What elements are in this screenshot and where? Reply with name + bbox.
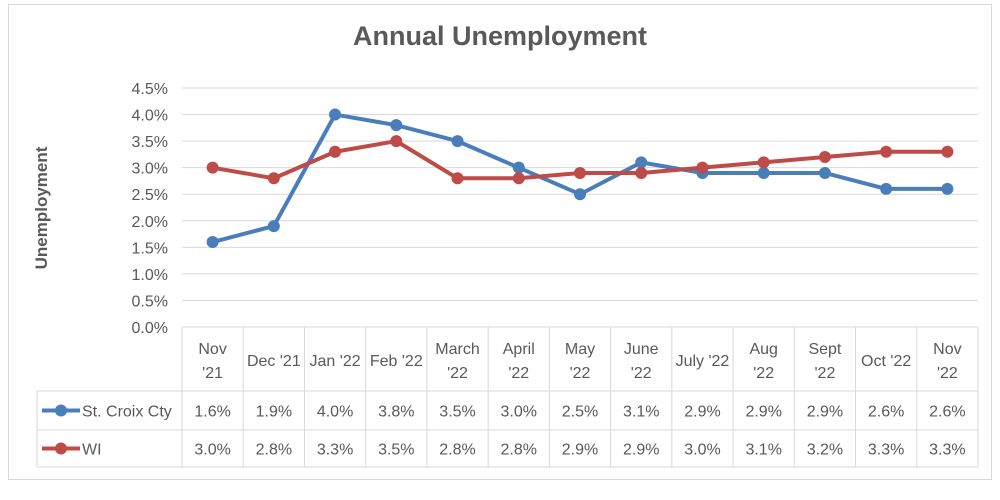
chart-frame <box>8 4 992 480</box>
x-category-label: '22 <box>937 365 958 382</box>
legend-label: St. Croix Cty <box>82 404 172 421</box>
table-cell-value: 1.6% <box>194 404 230 421</box>
table-cell-value: 3.1% <box>745 442 781 459</box>
x-category-label: '22 <box>508 365 529 382</box>
table-cell-value: 3.3% <box>929 442 965 459</box>
table-cell-value: 1.9% <box>256 404 292 421</box>
data-point <box>757 166 770 179</box>
table-cell-value: 2.6% <box>868 404 904 421</box>
y-tick-label: 3.5% <box>132 134 168 151</box>
legend-marker <box>55 442 67 455</box>
table-cell-value: 3.8% <box>378 404 414 421</box>
x-category-label: '22 <box>753 365 774 382</box>
x-category-label: '22 <box>631 365 652 382</box>
table-cell-value: 2.8% <box>256 442 292 459</box>
data-point <box>206 236 219 249</box>
data-point <box>267 220 280 233</box>
data-point <box>880 145 893 158</box>
table-cell-value: 3.1% <box>623 404 659 421</box>
x-category-label: '22 <box>814 365 835 382</box>
y-tick-label: 4.5% <box>132 81 168 98</box>
legend-label: WI <box>82 442 102 459</box>
data-point <box>880 182 893 195</box>
data-point <box>390 119 403 132</box>
x-category-label: Oct '22 <box>861 353 911 370</box>
data-point <box>757 156 770 169</box>
table-cell-value: 2.6% <box>929 404 965 421</box>
data-point <box>206 161 219 174</box>
table-cell-value: 2.9% <box>807 404 843 421</box>
table-cell-value: 2.9% <box>562 442 598 459</box>
table-cell-value: 3.0% <box>684 442 720 459</box>
data-point <box>818 151 831 164</box>
y-tick-label: 1.0% <box>132 267 168 284</box>
table-cell-value: 3.5% <box>439 404 475 421</box>
table-cell-value: 3.0% <box>501 404 537 421</box>
x-category-label: Nov <box>198 341 226 358</box>
y-tick-label: 0.5% <box>132 293 168 310</box>
table-cell-value: 2.5% <box>562 404 598 421</box>
x-category-label: Aug <box>749 341 777 358</box>
table-cell-value: 2.9% <box>623 442 659 459</box>
y-tick-label: 2.5% <box>132 187 168 204</box>
table-cell-value: 3.3% <box>317 442 353 459</box>
x-category-label: '22 <box>570 365 591 382</box>
y-tick-label: 3.0% <box>132 161 168 178</box>
table-cell-value: 3.3% <box>868 442 904 459</box>
x-category-label: July '22 <box>676 353 730 370</box>
x-category-label: June <box>624 341 659 358</box>
x-category-label: Sept <box>808 341 841 358</box>
table-cell-value: 4.0% <box>317 404 353 421</box>
data-point <box>329 108 342 121</box>
x-category-label: '22 <box>447 365 468 382</box>
y-tick-label: 1.5% <box>132 240 168 257</box>
y-axis-label: Unemployment <box>32 146 51 269</box>
x-category-label: Feb '22 <box>370 353 423 370</box>
y-tick-label: 2.0% <box>132 214 168 231</box>
y-tick-label: 4.0% <box>132 108 168 125</box>
data-point <box>451 172 464 185</box>
table-cell-value: 3.2% <box>807 442 843 459</box>
table-cell-value: 2.8% <box>501 442 537 459</box>
data-point <box>941 182 954 195</box>
data-point <box>512 172 525 185</box>
data-point <box>390 135 403 148</box>
x-category-label: '21 <box>202 365 223 382</box>
x-category-label: March <box>435 341 479 358</box>
data-point <box>574 188 586 201</box>
data-point <box>329 145 342 158</box>
table-cell-value: 2.9% <box>684 404 720 421</box>
table-cell-value: 3.5% <box>378 442 414 459</box>
data-point <box>635 166 648 179</box>
x-category-label: Nov <box>933 341 961 358</box>
y-tick-label: 0.0% <box>132 320 168 337</box>
data-point <box>574 166 586 179</box>
chart-title: Annual Unemployment <box>353 21 647 51</box>
x-category-label: Dec '21 <box>247 353 301 370</box>
data-point <box>267 172 280 185</box>
x-category-label: April <box>503 341 535 358</box>
data-point <box>941 145 954 158</box>
data-point <box>635 156 648 169</box>
data-point <box>512 161 525 174</box>
x-category-label: Jan '22 <box>310 353 361 370</box>
x-category-label: May <box>565 341 595 358</box>
data-point <box>451 135 464 148</box>
table-cell-value: 2.8% <box>439 442 475 459</box>
data-point <box>696 161 709 174</box>
legend-marker <box>55 404 67 417</box>
table-cell-value: 2.9% <box>745 404 781 421</box>
table-cell-value: 3.0% <box>194 442 230 459</box>
data-point <box>818 166 831 179</box>
